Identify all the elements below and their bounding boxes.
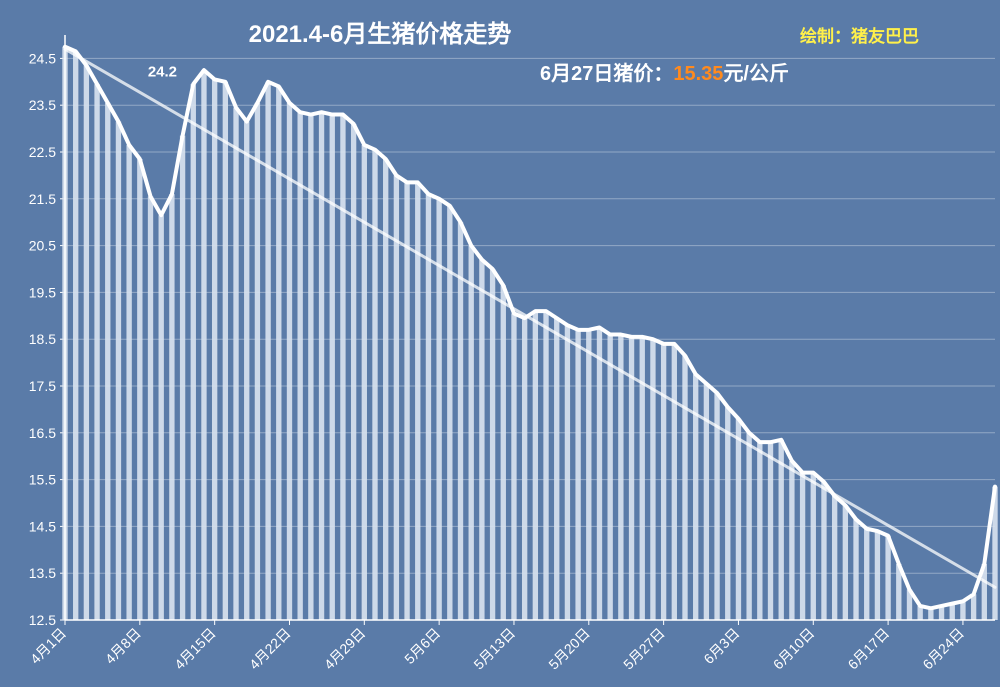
y-tick-label: 22.5	[29, 144, 56, 160]
area-bar	[650, 339, 655, 620]
area-bar	[159, 215, 164, 620]
area-bar	[458, 222, 463, 620]
chart-subtitle: 6月27日猪价：15.35元/公斤	[540, 61, 789, 85]
area-bar	[319, 112, 324, 620]
area-bar	[575, 330, 580, 620]
area-bar	[960, 601, 965, 620]
y-tick-label: 13.5	[29, 565, 56, 581]
area-bar	[180, 136, 185, 620]
credit-prefix: 绘制：	[800, 26, 851, 46]
y-tick-label: 21.5	[29, 191, 56, 207]
area-bar	[265, 82, 270, 620]
subtitle-suffix: 元/公斤	[723, 62, 789, 85]
y-tick-label: 20.5	[29, 238, 56, 254]
area-bar	[682, 356, 687, 620]
area-bar	[511, 313, 516, 620]
area-bar	[84, 65, 89, 620]
area-bar	[255, 103, 260, 620]
area-bar	[821, 482, 826, 620]
chart-title: 2021.4-6月生猪价格走势	[249, 21, 512, 48]
area-bar	[223, 82, 228, 620]
area-bar	[832, 496, 837, 620]
area-bar	[725, 407, 730, 620]
area-bar	[351, 124, 356, 620]
area-bar	[608, 335, 613, 620]
first-point-label: 24.2	[148, 64, 177, 81]
area-bar	[362, 145, 367, 620]
area-bar	[757, 442, 762, 620]
area-bar	[661, 344, 666, 620]
area-bar	[191, 84, 196, 620]
area-bar	[693, 374, 698, 620]
area-bar	[640, 337, 645, 620]
chart-container: 12.5 13.5 14.5 15.5 16.5 17.5 18.5 19.5 20.5 21.5…	[0, 0, 1000, 687]
area-bar	[479, 260, 484, 620]
area-bar	[875, 531, 880, 620]
y-tick-label: 17.5	[29, 378, 56, 394]
area-bar	[105, 103, 110, 620]
area-bar	[789, 461, 794, 620]
area-bar	[169, 194, 174, 620]
area-bar	[885, 536, 890, 620]
area-bar	[116, 122, 121, 620]
area-bar	[746, 433, 751, 620]
subtitle-prefix: 6月27日猪价：	[540, 61, 673, 85]
area-bar	[950, 604, 955, 620]
y-tick-label: 16.5	[29, 425, 56, 441]
area-bar	[490, 269, 495, 620]
area-bar	[212, 79, 217, 620]
y-tick-label: 12.5	[29, 612, 56, 628]
area-bar	[843, 505, 848, 620]
area-bar	[94, 84, 99, 620]
area-bar	[244, 122, 249, 620]
area-bar	[768, 442, 773, 620]
credit-name: 猪友巴巴	[851, 26, 919, 46]
area-bar	[554, 318, 559, 620]
y-tick-label: 24.5	[29, 50, 56, 66]
area-bar	[522, 318, 527, 620]
area-bar	[597, 328, 602, 621]
area-bar	[533, 311, 538, 620]
area-bar	[436, 199, 441, 620]
area-bar	[126, 145, 131, 620]
area-bar	[971, 594, 976, 620]
area-bar	[298, 112, 303, 620]
area-bar	[469, 246, 474, 620]
subtitle-value: 15.35	[673, 63, 723, 85]
price-trend-chart: 12.5 13.5 14.5 15.5 16.5 17.5 18.5 19.5 20.5 21.5…	[0, 0, 1000, 687]
area-bar	[330, 115, 335, 620]
area-bar	[233, 108, 238, 620]
area-bar	[383, 159, 388, 620]
area-bar	[618, 335, 623, 620]
area-bar	[340, 115, 345, 620]
area-bar	[586, 330, 591, 620]
area-bar	[779, 440, 784, 620]
y-tick-label: 14.5	[29, 518, 56, 534]
area-bar	[137, 159, 142, 620]
area-bar	[201, 70, 206, 620]
area-bar	[501, 285, 506, 620]
area-bar	[800, 473, 805, 620]
chart-credit: 绘制：猪友巴巴	[800, 26, 919, 46]
y-tick-label: 23.5	[29, 97, 56, 113]
y-tick-label: 19.5	[29, 284, 56, 300]
area-bar	[672, 344, 677, 620]
area-bar	[864, 529, 869, 620]
y-tick-label: 18.5	[29, 331, 56, 347]
area-bar	[447, 206, 452, 620]
area-bar	[73, 51, 78, 620]
area-bar	[276, 86, 281, 620]
area-bar	[736, 419, 741, 620]
area-bar	[415, 182, 420, 620]
area-bar	[811, 473, 816, 620]
area-bar	[565, 325, 570, 620]
area-bar	[543, 311, 548, 620]
y-tick-label: 15.5	[29, 472, 56, 488]
area-bar	[853, 519, 858, 620]
area-bar	[372, 150, 377, 620]
area-bar	[148, 196, 153, 620]
